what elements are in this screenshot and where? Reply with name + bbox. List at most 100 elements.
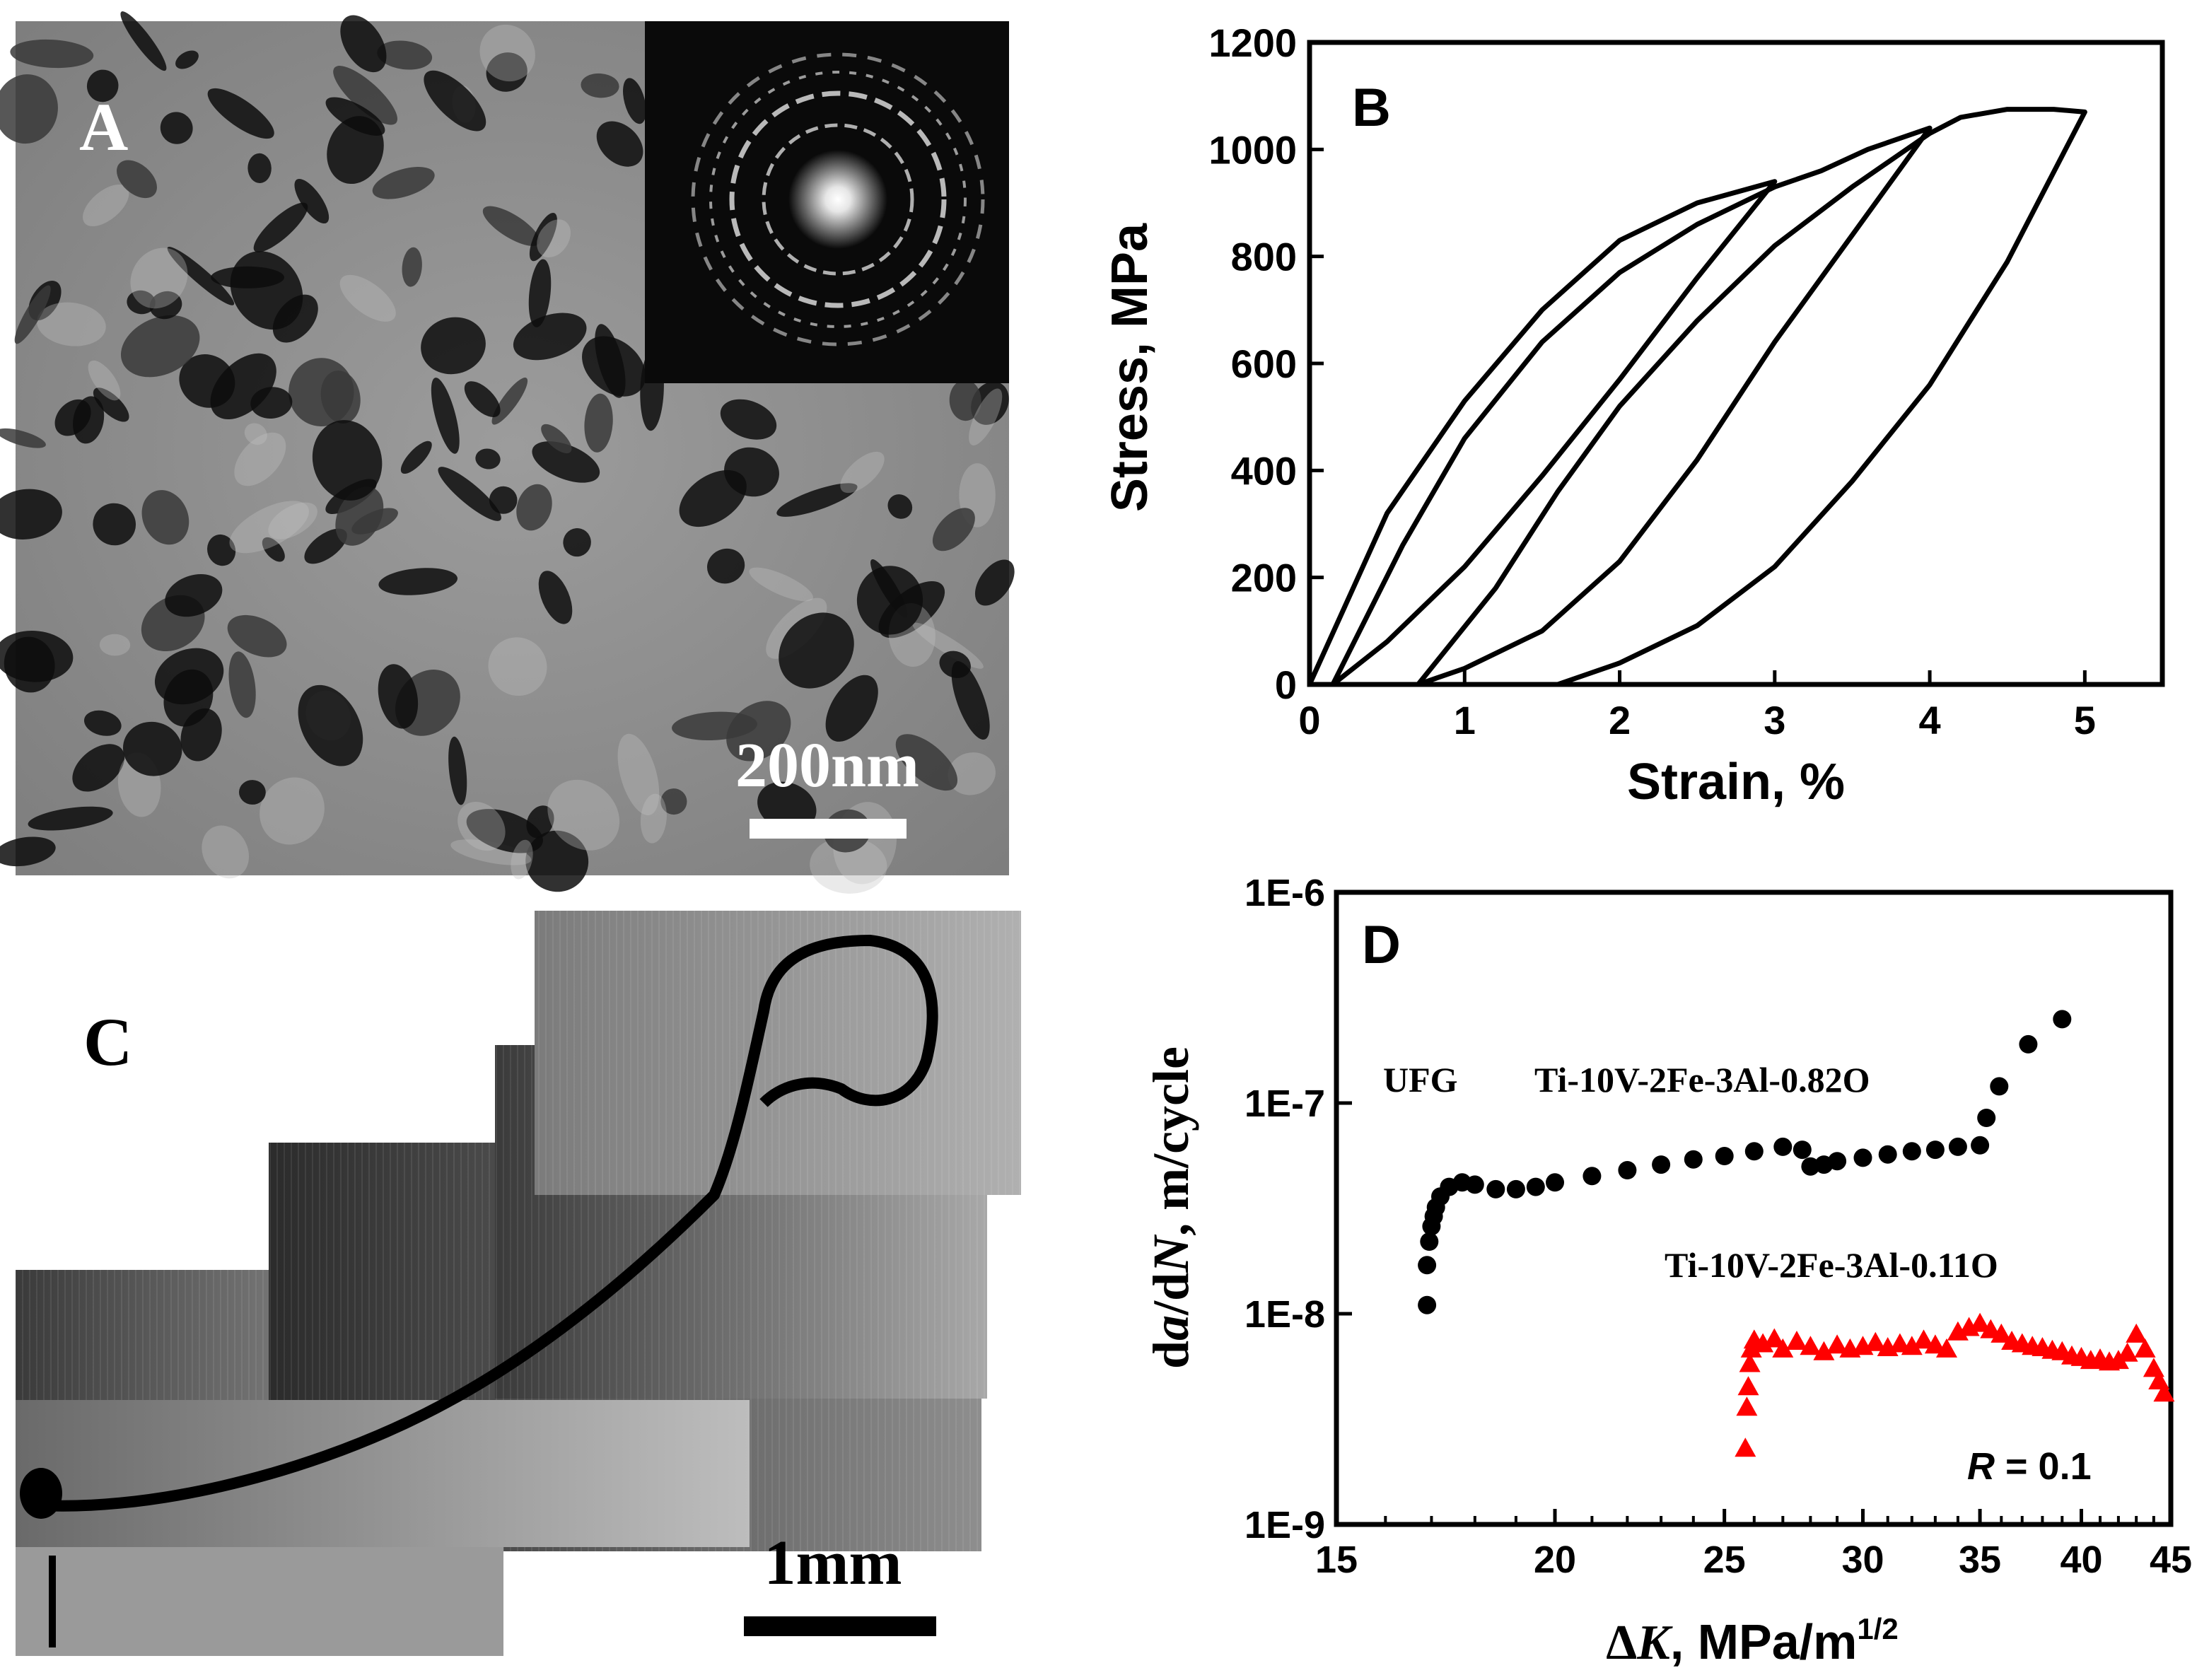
tem-grain [86,69,119,103]
tem-grain [660,788,687,815]
data-point-082o [1801,1157,1820,1176]
panel-label-a: A [79,89,128,165]
y-tick-label-d: 1E-7 [1245,1083,1325,1125]
data-point-082o [2019,1034,2038,1054]
tem-grain [438,467,501,521]
tem-grain [0,428,46,448]
data-point-082o [1773,1137,1793,1156]
data-point-082o [1418,1295,1437,1314]
x-tick-label-d: 25 [1703,1539,1746,1581]
x-tick-label-d: 20 [1534,1539,1576,1581]
y-tick-label-b: 400 [1231,448,1297,493]
data-point-082o [1652,1155,1671,1174]
data-point-011o [2153,1382,2175,1402]
data-point-082o [1948,1137,1967,1156]
data-point-082o [1583,1167,1602,1186]
tem-grain [402,247,422,287]
tem-grain [948,752,996,795]
data-point-082o [2053,1010,2072,1029]
tem-grain [707,548,745,584]
data-point-011o [1813,1341,1835,1360]
diffraction-central-spot [788,150,887,249]
tem-grain [228,651,256,718]
data-point-011o [1764,1328,1785,1348]
tem-grain [378,664,419,729]
tem-grain [939,651,971,678]
tem-grain [672,711,757,741]
tem-grain [335,486,384,546]
tem-grain [244,423,267,445]
x-tick-label-d: 40 [2060,1539,2102,1581]
tem-grain [563,528,591,557]
data-point-082o [1828,1152,1847,1171]
tem-grain [0,74,58,144]
tem-grain [840,451,885,494]
tem-grain [93,387,129,422]
tem-grain [951,660,990,740]
tem-grain [974,559,1015,606]
tem-grain [180,708,222,762]
data-point-082o [1684,1150,1703,1169]
data-point-011o [1991,1323,2012,1343]
tem-grain [969,388,1003,445]
data-point-011o [1800,1336,1822,1355]
tem-grain [0,631,74,682]
panel-a: A 200nm [0,11,1015,894]
tem-grain [229,501,309,554]
data-point-011o [2126,1323,2147,1343]
y-tick-label-b: 800 [1231,235,1297,279]
tem-grain [810,836,887,894]
x-tick-label-b: 3 [1764,698,1785,742]
y-tick-label-b: 1200 [1208,21,1297,65]
panel-label-d: D [1362,915,1401,975]
y-axis-label-b: Stress, MPa [1102,223,1158,512]
data-point-011o [1936,1338,1957,1358]
tem-grain [37,302,106,346]
fatigue-crack [28,935,938,1512]
crack-growth-chart: 15 20 25 30 35 40 45 1E-9 1E-8 1E-7 1E-6 UFG Ti-1… [1143,872,2192,1670]
tem-grain [679,469,747,527]
annotation-ufg: UFG [1383,1060,1458,1099]
x-tick-label-b: 2 [1609,698,1631,742]
scale-bar-label-c: 1mm [764,1528,902,1598]
tem-grain [457,802,506,851]
tem-grain [262,537,285,562]
tem-grain [538,571,573,624]
y-tick-label-d: 1E-9 [1245,1504,1325,1546]
tem-grain [424,70,486,132]
crack-notch [20,1468,62,1519]
y-tick-label-d: 1E-6 [1245,872,1325,914]
tem-grain [167,247,235,305]
tem-grain [207,88,274,139]
tem-grain [932,508,975,552]
tem-grain [253,202,308,252]
tem-grain [856,566,923,635]
tem-grain [448,736,467,805]
data-point-011o [1739,1353,1761,1372]
tem-grain [298,684,363,766]
tem-grain [541,424,572,454]
panel-label-b: B [1352,78,1391,138]
tem-grain [247,153,272,183]
tem-grain [339,274,396,322]
x-tick-label-d: 30 [1841,1539,1884,1581]
tem-grain [28,806,113,831]
panel-c: C 1mm [16,911,1021,1656]
annotation-r-ratio: R = 0.1 [1967,1445,2092,1488]
data-point-082o [1715,1147,1734,1165]
x-axis-label-b: Strain, % [1627,754,1845,810]
series-ufg-082o [1418,1010,2072,1314]
tem-grain [122,721,182,776]
data-point-082o [1793,1141,1812,1160]
tem-grain [581,73,619,98]
tem-grain [617,733,660,816]
data-point-011o [1969,1312,1991,1332]
tem-grain [268,502,317,539]
tem-grain [160,112,193,144]
tem-grain [525,830,589,892]
data-point-082o [1486,1179,1505,1198]
micrograph-tile [16,1400,750,1547]
tem-grain [120,11,167,71]
tem-grain [340,15,387,73]
tem-grain [230,251,303,330]
